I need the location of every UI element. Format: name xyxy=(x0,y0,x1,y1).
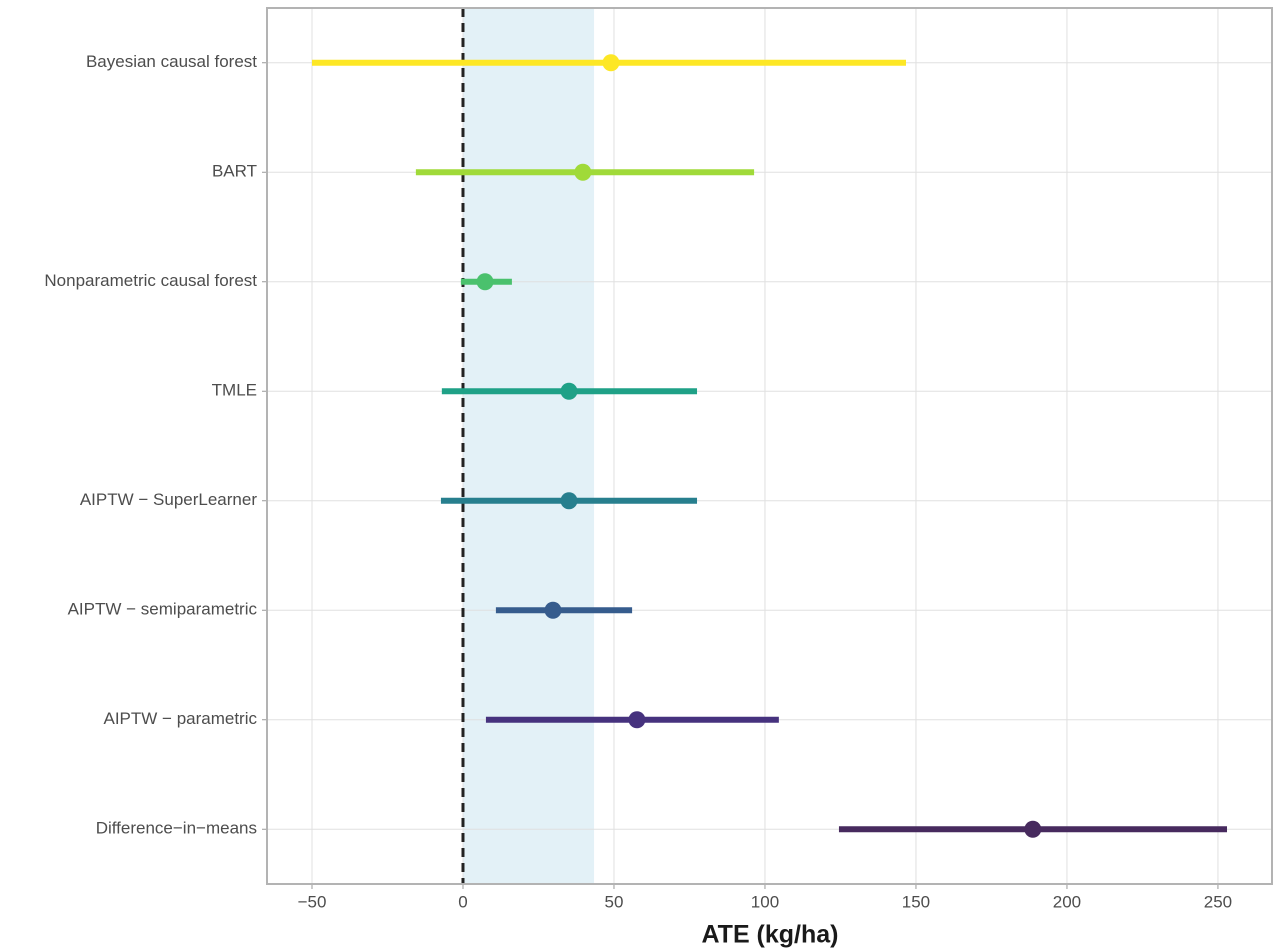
point-estimate xyxy=(1024,820,1042,838)
point-estimate xyxy=(560,382,578,400)
panel-background xyxy=(267,8,1272,884)
x-tick-label: 100 xyxy=(751,892,779,911)
y-tick-label: BART xyxy=(212,162,257,181)
x-axis-title: ATE (kg/ha) xyxy=(701,921,838,949)
y-tick-label: Difference−in−means xyxy=(96,819,257,838)
y-tick-label: AIPTW − semiparametric xyxy=(68,600,258,619)
y-tick-label: Nonparametric causal forest xyxy=(44,271,257,290)
point-estimate xyxy=(476,273,494,291)
x-tick-label: 200 xyxy=(1053,892,1081,911)
point-estimate xyxy=(602,54,620,72)
x-tick-label: 50 xyxy=(605,892,624,911)
x-tick-label: −50 xyxy=(298,892,327,911)
y-tick-label: AIPTW − parametric xyxy=(103,709,257,728)
point-estimate xyxy=(560,492,578,510)
y-tick-label: TMLE xyxy=(212,381,257,400)
y-tick-label: Bayesian causal forest xyxy=(86,52,257,71)
point-estimate xyxy=(628,711,646,729)
y-tick-label: AIPTW − SuperLearner xyxy=(80,490,258,509)
point-estimate xyxy=(574,163,592,181)
panel-border xyxy=(266,7,1273,885)
x-tick-label: 150 xyxy=(902,892,930,911)
reference-band xyxy=(462,8,595,884)
x-tick-label: 250 xyxy=(1204,892,1232,911)
x-tick-label: 0 xyxy=(458,892,467,911)
point-estimate xyxy=(544,601,562,619)
